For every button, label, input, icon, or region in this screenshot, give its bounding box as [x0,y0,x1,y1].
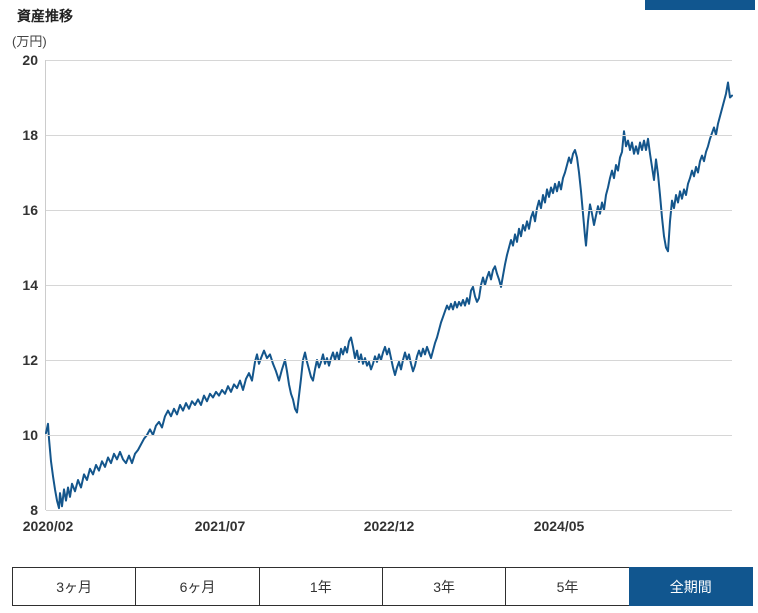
asset-transition-panel: 資産推移 (万円) 20 18 16 14 12 10 8 2020/02 2021/07 20… [0,0,758,613]
y-tick-label: 12 [0,353,38,367]
x-tick-label: 2021/07 [195,518,246,534]
y-tick-label: 16 [0,203,38,217]
gridline [46,135,732,136]
y-tick-label: 8 [0,503,38,517]
gridline [46,510,732,511]
gridline [46,60,732,61]
period-button-4[interactable]: 3年 [382,567,506,606]
period-button-3[interactable]: 1年 [259,567,383,606]
gridline [46,210,732,211]
y-tick-label: 20 [0,53,38,67]
x-tick-label: 2022/12 [364,518,415,534]
period-button-6[interactable]: 全期間 [629,567,753,606]
period-selector: 3ヶ月6ヶ月1年3年5年全期間 [12,567,753,606]
chart-title: 資産推移 [17,6,73,26]
x-tick-label: 2020/02 [23,518,74,534]
gridline [46,285,732,286]
y-axis-unit-label: (万円) [12,31,47,50]
period-button-5[interactable]: 5年 [505,567,629,606]
y-tick-label: 10 [0,428,38,442]
asset-line [46,83,732,509]
gridline [46,360,732,361]
period-button-1[interactable]: 3ヶ月 [12,567,136,606]
x-tick-label: 2024/05 [534,518,585,534]
plot-area [45,60,732,510]
top-right-partial-button[interactable] [645,0,755,10]
gridline [46,435,732,436]
y-tick-label: 14 [0,278,38,292]
y-tick-label: 18 [0,128,38,142]
period-button-2[interactable]: 6ヶ月 [135,567,259,606]
